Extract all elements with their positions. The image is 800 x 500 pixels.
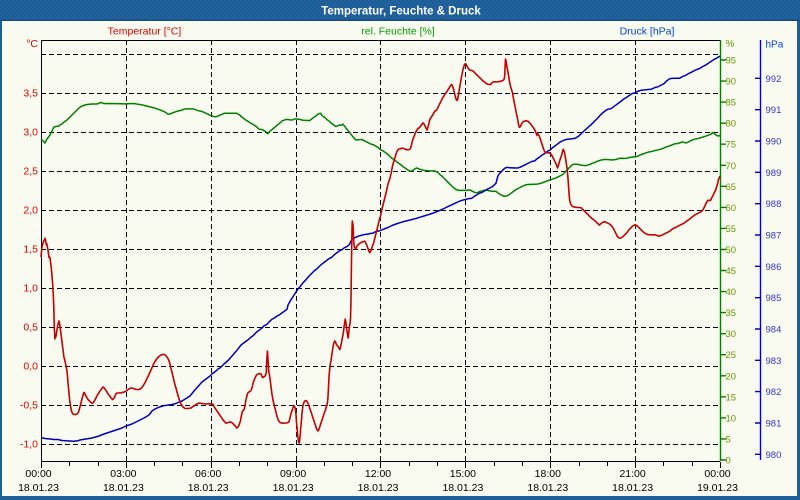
- svg-text:00:00: 00:00: [704, 468, 730, 480]
- svg-text:982: 982: [766, 387, 782, 398]
- svg-text:2,5: 2,5: [23, 166, 38, 178]
- svg-text:35: 35: [726, 308, 737, 319]
- svg-text:19.01.23: 19.01.23: [697, 482, 738, 494]
- svg-text:3,5: 3,5: [23, 88, 38, 100]
- svg-text:hPa: hPa: [766, 40, 784, 51]
- svg-text:03:00: 03:00: [110, 468, 136, 480]
- svg-text:60: 60: [726, 203, 737, 214]
- svg-text:09:00: 09:00: [280, 468, 306, 480]
- svg-text:15:00: 15:00: [450, 468, 476, 480]
- svg-text:-0,5: -0,5: [20, 400, 38, 412]
- svg-text:0,5: 0,5: [23, 322, 38, 334]
- svg-text:70: 70: [726, 161, 737, 172]
- svg-text:25: 25: [726, 350, 737, 361]
- svg-text:1,0: 1,0: [23, 283, 38, 295]
- svg-text:981: 981: [766, 419, 782, 430]
- svg-text:0: 0: [726, 456, 731, 467]
- svg-text:10: 10: [726, 413, 737, 424]
- svg-text:988: 988: [766, 199, 782, 210]
- svg-text:75: 75: [726, 140, 737, 151]
- svg-text:30: 30: [726, 329, 737, 340]
- svg-text:984: 984: [766, 325, 782, 336]
- svg-text:06:00: 06:00: [195, 468, 221, 480]
- svg-text:40: 40: [726, 287, 737, 298]
- svg-text:18.01.23: 18.01.23: [358, 482, 399, 494]
- svg-text:95: 95: [726, 56, 737, 67]
- svg-text:2,0: 2,0: [23, 205, 38, 217]
- svg-text:12:00: 12:00: [365, 468, 391, 480]
- svg-text:18.01.23: 18.01.23: [442, 482, 483, 494]
- svg-text:986: 986: [766, 262, 782, 273]
- svg-text:18.01.23: 18.01.23: [612, 482, 653, 494]
- svg-text:80: 80: [726, 119, 737, 130]
- svg-text:980: 980: [766, 450, 782, 461]
- svg-text:45: 45: [726, 266, 737, 277]
- svg-text:18.01.23: 18.01.23: [527, 482, 568, 494]
- svg-text:85: 85: [726, 98, 737, 109]
- svg-text:-1,0: -1,0: [20, 439, 38, 451]
- svg-text:990: 990: [766, 137, 782, 148]
- svg-text:%: %: [726, 39, 735, 50]
- svg-text:Druck [hPa]: Druck [hPa]: [620, 26, 675, 38]
- svg-text:18.01.23: 18.01.23: [273, 482, 314, 494]
- svg-text:15: 15: [726, 392, 737, 403]
- svg-text:987: 987: [766, 231, 782, 242]
- svg-text:983: 983: [766, 356, 782, 367]
- svg-text:18.01.23: 18.01.23: [188, 482, 229, 494]
- svg-text:55: 55: [726, 224, 737, 235]
- svg-text:0,0: 0,0: [23, 361, 38, 373]
- svg-text:rel. Feuchte [%]: rel. Feuchte [%]: [361, 26, 435, 38]
- svg-text:3,0: 3,0: [23, 127, 38, 139]
- svg-text:21:00: 21:00: [619, 468, 645, 480]
- svg-text:50: 50: [726, 245, 737, 256]
- svg-text:1,5: 1,5: [23, 244, 38, 256]
- svg-text:20: 20: [726, 371, 737, 382]
- svg-text:90: 90: [726, 77, 737, 88]
- svg-text:992: 992: [766, 74, 782, 85]
- svg-text:18.01.23: 18.01.23: [18, 482, 59, 494]
- svg-text:18:00: 18:00: [535, 468, 561, 480]
- svg-text:Temperatur, Feuchte & Druck: Temperatur, Feuchte & Druck: [321, 6, 481, 18]
- svg-text:°C: °C: [26, 38, 38, 50]
- svg-text:65: 65: [726, 182, 737, 193]
- svg-text:989: 989: [766, 168, 782, 179]
- svg-text:5: 5: [726, 434, 731, 445]
- svg-text:985: 985: [766, 293, 782, 304]
- svg-text:18.01.23: 18.01.23: [103, 482, 144, 494]
- svg-text:991: 991: [766, 105, 782, 116]
- svg-text:Temperatur [°C]: Temperatur [°C]: [108, 26, 182, 38]
- svg-text:00:00: 00:00: [25, 468, 51, 480]
